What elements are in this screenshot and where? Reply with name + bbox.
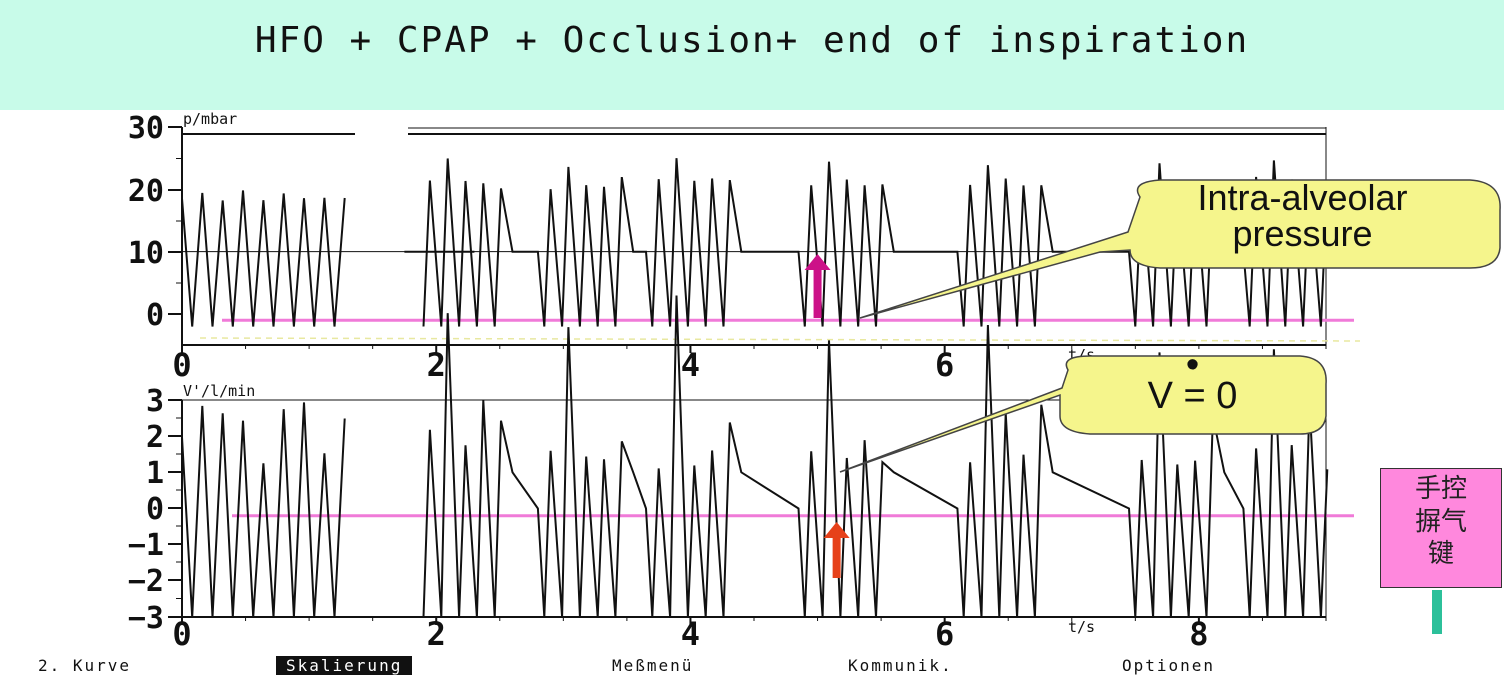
side-note-stem — [1432, 590, 1442, 634]
menu-item-kommunik[interactable]: Kommunik. — [848, 656, 953, 675]
y-tick-label: 2 — [146, 420, 164, 455]
menu-item-skalierung[interactable]: Skalierung — [276, 656, 412, 675]
y-tick-label: 0 — [146, 492, 164, 527]
side-note-line-2: 摒气 — [1381, 506, 1501, 539]
callout-line-1: Intra-alveolar — [1130, 180, 1475, 216]
x-tick-label: 2 — [427, 346, 446, 384]
x-tick-label: 6 — [935, 346, 954, 384]
callout-dot: • — [1060, 354, 1325, 377]
y-tick-label: 0 — [146, 298, 164, 333]
marker-arrow-head — [824, 522, 850, 538]
y-tick-label: −2 — [128, 564, 164, 599]
manual-breath-hold-note: 手控 摒气 键 — [1380, 468, 1502, 588]
marker-arrow-shaft — [814, 268, 822, 318]
y-axis-label: p/mbar — [183, 110, 237, 128]
x-tick-label: 4 — [681, 346, 700, 384]
y-tick-label: 3 — [146, 384, 164, 419]
menu-item-messmenu[interactable]: Meßmenü — [612, 656, 693, 675]
menu-bar: 2. Kurve Skalierung Meßmenü Kommunik. Op… — [0, 652, 1330, 678]
y-tick-label: 20 — [128, 174, 164, 209]
side-note-line-1: 手控 — [1381, 473, 1501, 506]
waveform-series — [182, 296, 1327, 618]
marker-arrow-shaft — [833, 536, 841, 578]
y-tick-label: 1 — [146, 456, 164, 491]
callout-flow-zero: • V = 0 — [1060, 354, 1325, 415]
menu-item-optionen[interactable]: Optionen — [1122, 656, 1215, 675]
y-tick-label: 10 — [128, 236, 164, 271]
y-tick-label: −3 — [128, 601, 164, 636]
menu-item-2-kurve[interactable]: 2. Kurve — [38, 656, 131, 675]
callout-flow-text: V = 0 — [1060, 377, 1325, 415]
y-axis-label: V'/l/min — [183, 382, 255, 400]
x-tick-label: 0 — [172, 346, 191, 384]
y-tick-label: −1 — [128, 528, 164, 563]
callout-intra-alveolar-pressure: Intra-alveolar pressure — [1130, 180, 1475, 252]
x-axis-label: t/s — [1068, 618, 1095, 636]
dashed-guide-line — [200, 338, 1360, 341]
callout-line-2: pressure — [1130, 216, 1475, 252]
y-tick-label: 30 — [128, 111, 164, 146]
side-note-line-3: 键 — [1381, 538, 1501, 571]
